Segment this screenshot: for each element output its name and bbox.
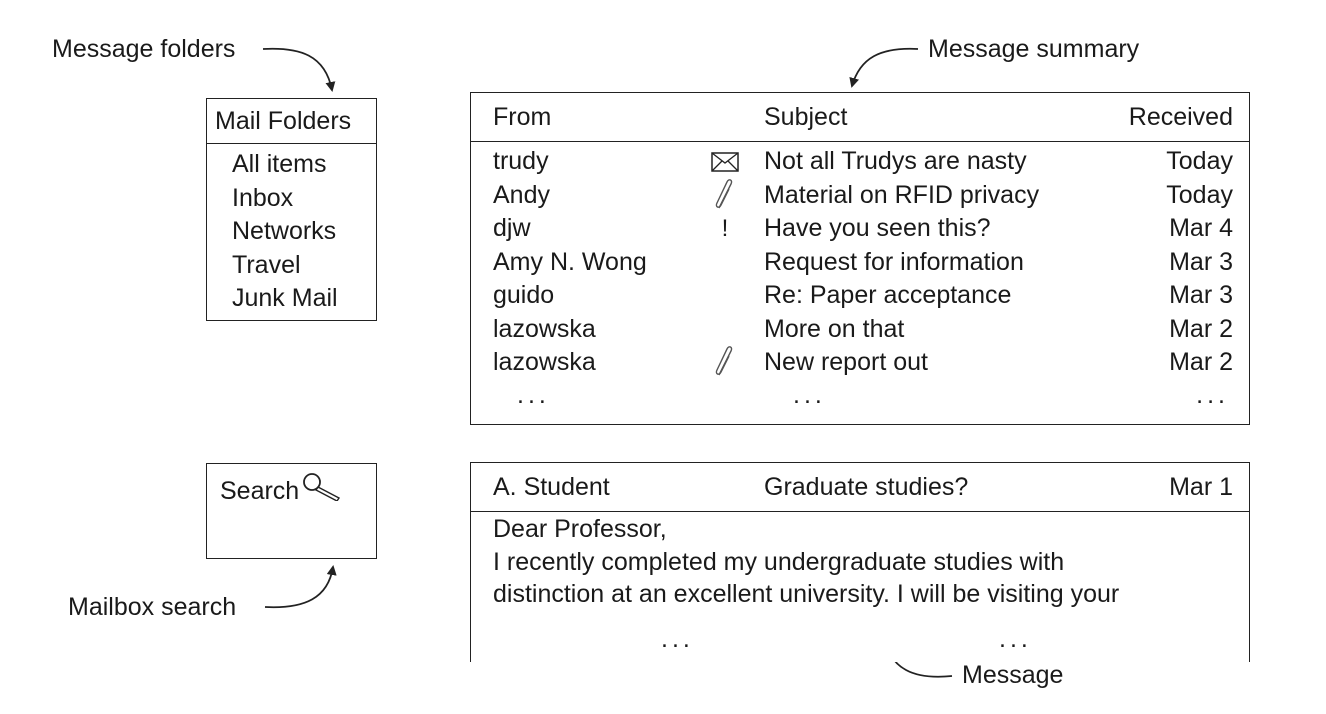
message-row[interactable]: djw ! Have you seen this? Mar 4 [471, 212, 1249, 246]
message-summary-panel: From Subject Received trudy Not all Trud… [470, 92, 1250, 425]
row-received: Mar 4 [1169, 214, 1233, 242]
row-subject: Re: Paper acceptance [764, 281, 1012, 309]
paperclip-icon [707, 346, 743, 382]
row-received: Mar 3 [1169, 281, 1233, 309]
callout-message-summary: Message summary [928, 35, 1140, 63]
row-received: Today [1166, 147, 1233, 175]
message-ellipsis: ... [999, 625, 1032, 653]
callout-message-folders: Message folders [52, 35, 236, 63]
callout-mailbox-search: Mailbox search [68, 593, 237, 621]
row-received: Mar 3 [1169, 247, 1233, 276]
message-panel: A. Student Graduate studies? Mar 1 Dear … [470, 462, 1250, 662]
row-subject: New report out [764, 348, 928, 376]
magnifier-icon[interactable] [301, 471, 343, 506]
message-date: Mar 1 [1169, 473, 1233, 501]
row-subject: More on that [764, 314, 905, 343]
row-from: djw [493, 214, 531, 242]
paperclip-icon [707, 178, 743, 215]
arrow-to-folders [262, 47, 336, 92]
message-row[interactable]: Amy N. Wong Request for information Mar … [471, 246, 1249, 280]
row-received: Mar 2 [1169, 348, 1233, 376]
ellipsis-received: ... [1196, 381, 1229, 409]
message-subject: Graduate studies? [764, 473, 969, 501]
search-field[interactable]: Search [220, 473, 343, 506]
folder-list: All items Inbox Networks Travel Junk Mai… [207, 144, 376, 316]
mail-folders-title: Mail Folders [207, 99, 376, 144]
message-row[interactable]: guido Re: Paper acceptance Mar 3 [471, 279, 1249, 313]
summary-header-row: From Subject Received [471, 93, 1249, 142]
message-ellipsis: ... [661, 625, 694, 653]
row-subject: Not all Trudys are nasty [764, 147, 1027, 175]
row-from: trudy [493, 147, 549, 175]
ellipsis-subject: ... [793, 381, 826, 409]
mailbox-search-box[interactable]: Search [206, 463, 377, 559]
row-from: guido [493, 281, 555, 309]
header-from[interactable]: From [493, 103, 552, 131]
envelope-icon [707, 145, 743, 179]
message-row[interactable]: lazowska New report out Mar 2 [471, 346, 1249, 380]
message-body-line: distinction at an excellent university. … [493, 580, 1120, 608]
search-label: Search [220, 476, 300, 505]
message-row[interactable]: Andy Material on RFID privacy Today [471, 178, 1249, 215]
row-from: Amy N. Wong [493, 247, 647, 276]
mail-folders-panel: Mail Folders All items Inbox Networks Tr… [206, 98, 377, 321]
row-subject: Material on RFID privacy [764, 180, 1040, 209]
header-subject[interactable]: Subject [764, 103, 848, 131]
folder-travel[interactable]: Travel [232, 250, 301, 279]
message-header-row: A. Student Graduate studies? Mar 1 [471, 463, 1249, 512]
message-row[interactable]: lazowska More on that Mar 2 [471, 313, 1249, 347]
arrow-to-search [264, 565, 337, 609]
folder-junk-mail[interactable]: Junk Mail [232, 284, 338, 312]
row-from: Andy [493, 180, 550, 209]
row-from: lazowska [493, 314, 596, 343]
header-received[interactable]: Received [1128, 103, 1233, 131]
folder-inbox[interactable]: Inbox [232, 183, 294, 212]
ellipsis-from: ... [517, 381, 550, 409]
row-subject: Have you seen this? [764, 214, 991, 242]
row-received: Mar 2 [1169, 314, 1233, 343]
row-subject: Request for information [764, 247, 1024, 276]
folder-networks[interactable]: Networks [232, 217, 337, 245]
exclamation-icon: ! [721, 215, 729, 242]
message-row[interactable]: trudy Not all Trudys are nasty Today [471, 145, 1249, 179]
message-from: A. Student [493, 473, 610, 501]
folder-all-items[interactable]: All items [232, 150, 327, 178]
arrow-to-summary [849, 47, 919, 88]
message-body[interactable]: Dear Professor, I recently completed my … [493, 513, 1119, 611]
row-from: lazowska [493, 348, 596, 376]
row-received: Today [1166, 180, 1233, 209]
message-body-line: Dear Professor, [493, 515, 667, 543]
ellipsis-row: ... ... ... [471, 379, 1249, 413]
message-body-line: I recently completed my undergraduate st… [493, 547, 1065, 576]
callout-message: Message [962, 661, 1064, 689]
